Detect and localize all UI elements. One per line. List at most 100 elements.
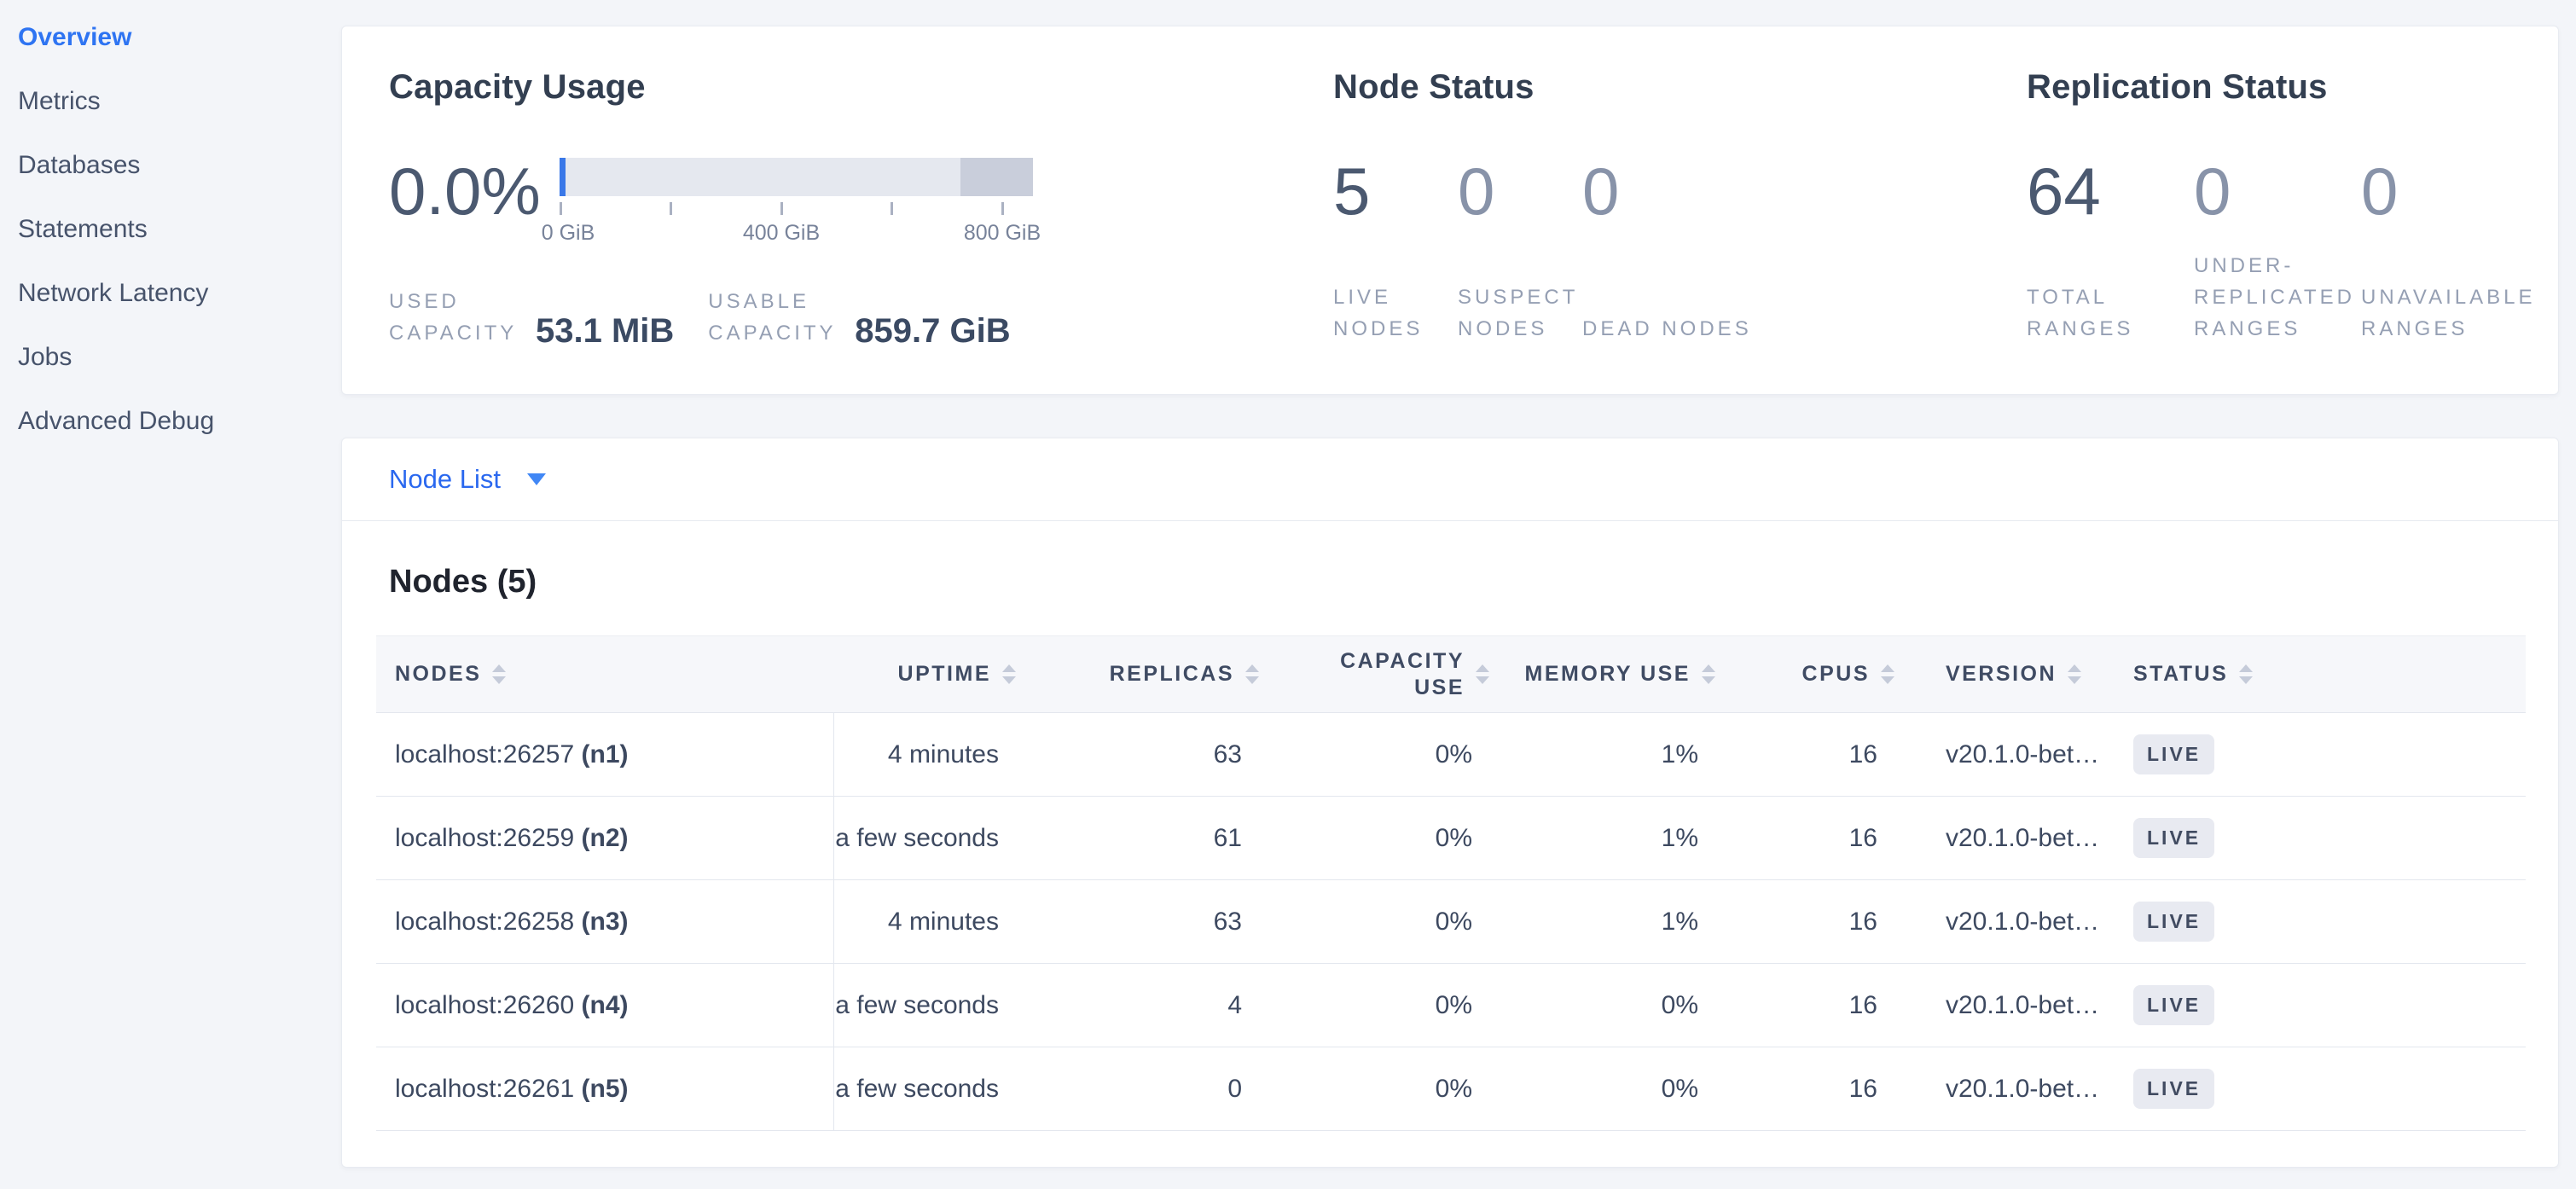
column-header-replicas[interactable]: REPLICAS [1033,635,1276,713]
sidebar-item-jobs[interactable]: Jobs [18,342,73,371]
replicas-cell: 63 [1033,879,1276,964]
status-badge: LIVE [2133,902,2215,942]
sort-icon[interactable] [1881,664,1894,684]
version-cell: v20.1.0-bet… [1912,1047,2108,1131]
capacity-use-cell: 0% [1276,796,1506,880]
node-address-link[interactable]: localhost:26258 (n3) [395,907,629,936]
column-header-version[interactable]: VERSION [1912,635,2108,713]
chevron-down-icon [526,473,546,485]
live-nodes-value: 5 [1333,154,1371,229]
sort-icon[interactable] [2239,664,2254,684]
usable-capacity-label: USABLE CAPACITY [708,290,837,345]
total-ranges-value: 64 [2027,154,2101,229]
replicas-cell: 61 [1033,796,1276,880]
sort-icon[interactable] [1476,664,1489,684]
sidebar-item-overview[interactable]: Overview [18,22,132,51]
node-address-link[interactable]: localhost:26257 (n1) [395,740,629,768]
status-badge: LIVE [2133,734,2215,774]
sidebar: Overview Metrics Databases Statements Ne… [0,0,337,453]
table-header-row: NODES UPTIME REPLICAS CAPACITY USE [376,635,2526,713]
replicas-cell: 0 [1033,1047,1276,1131]
under-replicated-ranges-value: 0 [2194,154,2231,229]
cpus-cell: 16 [1732,1047,1912,1131]
dead-nodes-label: DEAD NODES [1582,317,1752,340]
column-header-memory-use[interactable]: MEMORY USE [1506,635,1732,713]
sort-icon[interactable] [1002,664,1016,684]
unavailable-ranges-label: UNAVAILABLE RANGES [2361,286,2536,340]
suspect-nodes-stat: 0 SUSPECT NODES [1458,157,1582,345]
sidebar-item-metrics[interactable]: Metrics [18,86,101,115]
axis-tick [670,202,672,215]
node-id: (n2) [581,823,629,852]
used-capacity-label: USED CAPACITY [389,290,518,345]
unavailable-ranges-stat: 0 UNAVAILABLE RANGES [2361,157,2558,345]
memory-use-cell: 0% [1506,963,1732,1047]
table-row: localhost:26260 (n4) a few seconds 4 0% … [376,963,2526,1047]
dead-nodes-value: 0 [1582,154,1620,229]
total-ranges-label: TOTAL RANGES [2027,286,2134,340]
cpus-cell: 16 [1732,879,1912,964]
dead-nodes-stat: 0 DEAD NODES [1582,157,1994,345]
memory-use-cell: 1% [1506,712,1732,797]
node-address-link[interactable]: localhost:26261 (n5) [395,1074,629,1103]
capacity-usage-title: Capacity Usage [389,68,646,106]
capacity-use-cell: 0% [1276,879,1506,964]
replicas-cell: 4 [1033,963,1276,1047]
live-nodes-label: LIVE NODES [1333,286,1424,340]
suspect-nodes-label: SUSPECT NODES [1458,286,1578,340]
node-address-link[interactable]: localhost:26260 (n4) [395,990,629,1019]
axis-tick-label: 0 GiB [541,221,595,245]
uptime-cell: 4 minutes [833,879,1033,964]
usable-capacity-value: 859.7 GiB [855,312,1011,350]
column-header-status[interactable]: STATUS [2108,635,2526,713]
uptime-cell: a few seconds [833,963,1033,1047]
node-list-dropdown[interactable]: Node List [389,464,546,495]
sidebar-item-network-latency[interactable]: Network Latency [18,278,209,307]
node-list-dropdown-label: Node List [389,464,501,494]
node-id: (n3) [581,907,629,936]
sort-icon[interactable] [1702,664,1715,684]
status-badge: LIVE [2133,1069,2215,1109]
column-header-uptime[interactable]: UPTIME [833,635,1033,713]
version-cell: v20.1.0-bet… [1912,963,2108,1047]
memory-use-cell: 1% [1506,879,1732,964]
sort-icon[interactable] [1245,664,1259,684]
unavailable-ranges-value: 0 [2361,154,2399,229]
under-replicated-ranges-label: UNDER-REPLICATED RANGES [2194,254,2355,340]
axis-tick-label: 800 GiB [963,221,1041,245]
node-status-section: Node Status 5 LIVE NODES 0 SUSPECT NODES… [1333,26,1994,394]
axis-tick [780,202,783,215]
capacity-use-cell: 0% [1276,963,1506,1047]
column-header-cpus[interactable]: CPUS [1732,635,1912,713]
memory-use-cell: 1% [1506,796,1732,880]
column-header-capacity-use[interactable]: CAPACITY USE [1276,635,1506,713]
cpus-cell: 16 [1732,712,1912,797]
node-id: (n5) [581,1074,629,1103]
table-row: localhost:26258 (n3) 4 minutes 63 0% 1% … [376,879,2526,964]
axis-tick [1001,202,1004,215]
nodes-count-heading: Nodes (5) [389,564,537,600]
node-status-title: Node Status [1333,68,1535,106]
nodes-table: NODES UPTIME REPLICAS CAPACITY USE [376,635,2526,1131]
node-list-card: Node List Nodes (5) NODES UPTIME [341,438,2559,1168]
sidebar-item-statements[interactable]: Statements [18,214,148,243]
uptime-cell: 4 minutes [833,712,1033,797]
live-nodes-stat: 5 LIVE NODES [1333,157,1458,345]
node-list-bar: Node List [342,438,2558,521]
capacity-used-percent: 0.0% [389,154,541,229]
column-header-nodes[interactable]: NODES [376,635,833,713]
replication-status-title: Replication Status [2027,68,2328,106]
sidebar-item-databases[interactable]: Databases [18,150,141,179]
sidebar-item-advanced-debug[interactable]: Advanced Debug [18,406,215,435]
capacity-bar-chart: 0 GiB 400 GiB 800 GiB [542,158,1041,246]
node-id: (n4) [581,990,629,1019]
table-row: localhost:26257 (n1) 4 minutes 63 0% 1% … [376,712,2526,797]
capacity-use-cell: 0% [1276,712,1506,797]
sort-icon[interactable] [2068,664,2082,684]
capacity-use-cell: 0% [1276,1047,1506,1131]
node-address-link[interactable]: localhost:26259 (n2) [395,823,629,852]
uptime-cell: a few seconds [833,796,1033,880]
capacity-axis-ticks [560,202,1033,221]
sort-icon[interactable] [492,664,507,684]
cpus-cell: 16 [1732,796,1912,880]
